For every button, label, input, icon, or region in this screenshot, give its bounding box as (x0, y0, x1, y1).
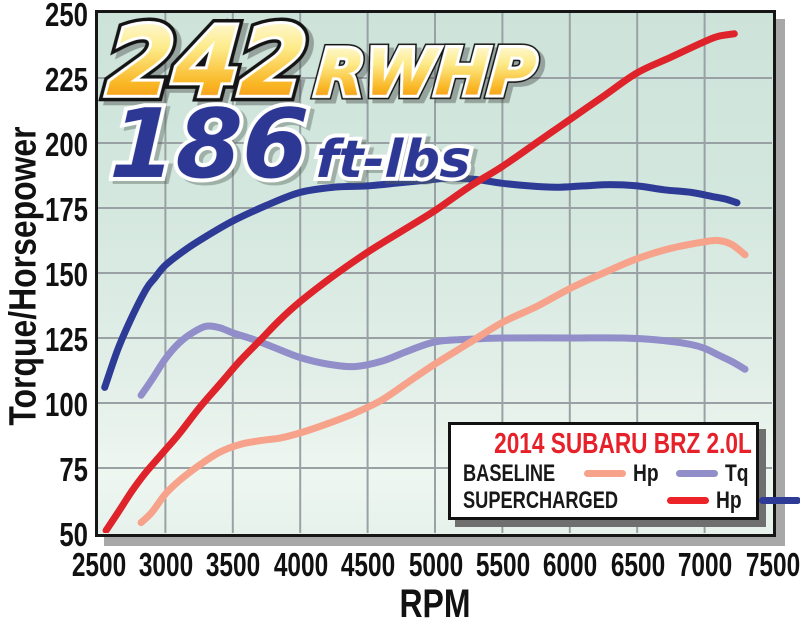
x-tick-label: 5500 (475, 546, 531, 583)
curve-baseline-hp (137, 236, 749, 527)
supercharged-tq-swatch (759, 497, 800, 504)
curve-supercharged-hp (102, 30, 738, 533)
y-tick-label: 125 (45, 320, 88, 358)
curve-baseline-tq (137, 322, 749, 399)
legend-series-label: Hp (633, 459, 659, 487)
y-tick-label: 200 (45, 125, 88, 163)
peak-hp-unit: RWHP RWHP RWHP (308, 33, 543, 116)
legend-row-label: BASELINE (463, 459, 556, 487)
curve-supercharged-tq (101, 174, 741, 391)
x-axis-title: RPM (399, 582, 471, 626)
x-tick-label: 4500 (340, 546, 396, 583)
x-tick-label: 2500 (71, 546, 126, 583)
y-tick-label: 175 (45, 190, 88, 228)
legend-title: 2014 SUBARU BRZ 2.0L (494, 428, 752, 460)
baseline-tq-swatch (676, 470, 719, 477)
legend-row-supercharged: SUPERCHARGED Hp Tq (463, 486, 800, 514)
legend-series-label: Hp (716, 486, 742, 514)
legend-row-baseline: BASELINE Hp Tq (463, 459, 749, 487)
peak-tq-annotation: 186 186 ft-lbs ft-lbs (104, 86, 476, 204)
y-tick-label: 225 (45, 60, 88, 98)
chart-canvas (98, 13, 772, 533)
y-tick-label: 250 (45, 0, 88, 33)
x-tick-label: 5000 (408, 546, 463, 583)
supercharged-hp-swatch (667, 497, 710, 504)
legend-series-label: Tq (725, 459, 749, 487)
y-tick-label: 150 (45, 255, 88, 293)
x-tick-label: 7500 (745, 546, 800, 583)
legend: 2014 SUBARU BRZ 2.0L BASELINE Hp Tq SUPE… (448, 422, 800, 520)
x-tick-label: 4000 (273, 546, 328, 583)
x-tick-label: 7000 (677, 546, 733, 583)
x-tick-label: 6000 (543, 546, 598, 583)
x-tick-label: 6500 (610, 546, 665, 583)
legend-row-label: SUPERCHARGED (463, 486, 619, 514)
peak-tq-unit: ft-lbs ft-lbs (311, 126, 476, 194)
x-tick-label: 3000 (138, 546, 194, 583)
peak-tq-value: 186 186 (104, 86, 314, 204)
y-tick-label: 100 (45, 385, 88, 423)
y-tick-label: 75 (59, 450, 88, 488)
y-tick-label: 50 (59, 515, 88, 553)
x-tick-label: 3500 (206, 546, 261, 583)
baseline-hp-swatch (584, 470, 627, 477)
